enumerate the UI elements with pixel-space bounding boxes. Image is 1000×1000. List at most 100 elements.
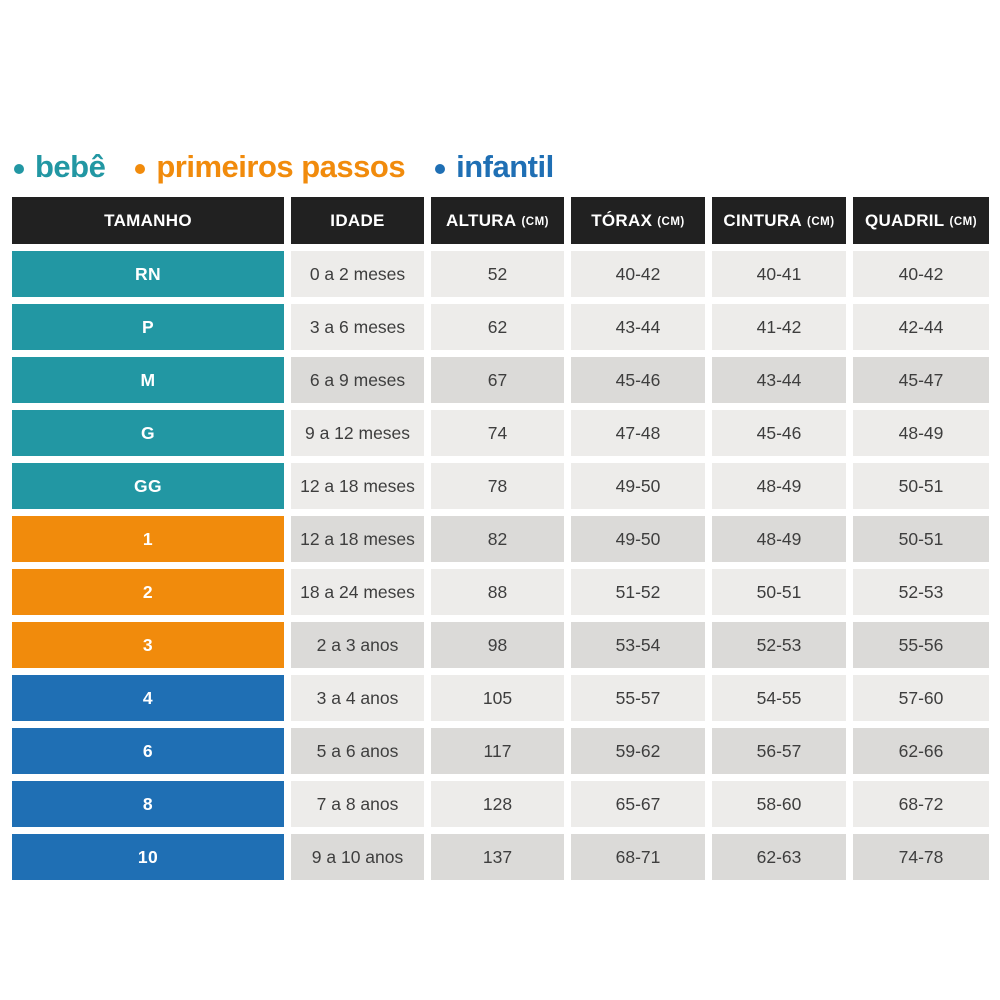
altura-cell: 137 [431,834,564,880]
torax-cell: 68-71 [571,834,705,880]
column-label: QUADRIL [864,210,945,230]
idade-cell: 6 a 9 meses [291,357,424,403]
size-cell: 4 [12,675,284,721]
cintura-cell: 48-49 [712,516,846,562]
altura-cell: 52 [431,251,564,297]
quadril-cell: 42-44 [853,304,989,350]
column-unit: (CM) [521,215,549,228]
column-label: TÓRAX [591,210,653,230]
torax-cell: 45-46 [571,357,705,403]
altura-cell: 74 [431,410,564,456]
size-cell: G [12,410,284,456]
size-cell: GG [12,463,284,509]
torax-cell: 51-52 [571,569,705,615]
idade-cell: 12 a 18 meses [291,463,424,509]
altura-cell: 82 [431,516,564,562]
cintura-cell: 40-41 [712,251,846,297]
idade-cell: 3 a 4 anos [291,675,424,721]
bullet-icon [14,163,24,174]
idade-cell: 2 a 3 anos [291,622,424,668]
bullet-icon [135,163,146,174]
quadril-cell: 52-53 [853,569,989,615]
torax-cell: 65-67 [571,781,705,827]
quadril-cell: 55-56 [853,622,989,668]
column-header-quadril: QUADRIL (CM) [853,197,989,244]
legend-item-infantil: infantil [435,149,554,185]
legend-item-primeiros-passos: primeiros passos [135,149,406,185]
size-cell: M [12,357,284,403]
torax-cell: 49-50 [571,463,705,509]
altura-cell: 62 [431,304,564,350]
cintura-cell: 41-42 [712,304,846,350]
idade-cell: 9 a 10 anos [291,834,424,880]
size-cell: P [12,304,284,350]
idade-cell: 12 a 18 meses [291,516,424,562]
size-cell: 10 [12,834,284,880]
cintura-cell: 56-57 [712,728,846,774]
torax-cell: 55-57 [571,675,705,721]
quadril-cell: 50-51 [853,463,989,509]
torax-cell: 40-42 [571,251,705,297]
column-label: ALTURA [446,210,517,230]
cintura-cell: 43-44 [712,357,846,403]
column-header-idade: IDADE [291,197,424,244]
size-cell: 2 [12,569,284,615]
torax-cell: 47-48 [571,410,705,456]
idade-cell: 7 a 8 anos [291,781,424,827]
altura-cell: 88 [431,569,564,615]
altura-cell: 128 [431,781,564,827]
idade-cell: 5 a 6 anos [291,728,424,774]
quadril-cell: 74-78 [853,834,989,880]
column-label: TAMANHO [104,210,192,230]
cintura-cell: 58-60 [712,781,846,827]
size-cell: 8 [12,781,284,827]
cintura-cell: 62-63 [712,834,846,880]
legend: bebê primeiros passos infantil [14,148,1000,186]
cintura-cell: 50-51 [712,569,846,615]
size-cell: 6 [12,728,284,774]
size-table: TAMANHO IDADE ALTURA (CM) TÓRAX (CM) CINTURA (C… [12,197,989,880]
idade-cell: 0 a 2 meses [291,251,424,297]
column-header-torax: TÓRAX (CM) [571,197,705,244]
quadril-cell: 50-51 [853,516,989,562]
legend-label: bebê [35,149,106,184]
size-cell: 1 [12,516,284,562]
torax-cell: 49-50 [571,516,705,562]
idade-cell: 3 a 6 meses [291,304,424,350]
cintura-cell: 52-53 [712,622,846,668]
altura-cell: 78 [431,463,564,509]
cintura-cell: 45-46 [712,410,846,456]
quadril-cell: 40-42 [853,251,989,297]
altura-cell: 98 [431,622,564,668]
altura-cell: 117 [431,728,564,774]
quadril-cell: 45-47 [853,357,989,403]
torax-cell: 53-54 [571,622,705,668]
altura-cell: 105 [431,675,564,721]
column-unit: (CM) [657,215,685,228]
column-header-altura: ALTURA (CM) [431,197,564,244]
torax-cell: 59-62 [571,728,705,774]
bullet-icon [435,163,446,174]
cintura-cell: 48-49 [712,463,846,509]
quadril-cell: 57-60 [853,675,989,721]
cintura-cell: 54-55 [712,675,846,721]
column-unit: (CM) [807,215,835,228]
size-chart-page: bebê primeiros passos infantil TAMANHO IDAD… [12,148,1000,880]
idade-cell: 18 a 24 meses [291,569,424,615]
size-cell: 3 [12,622,284,668]
legend-item-bebe: bebê [14,149,106,185]
legend-label: primeiros passos [156,149,406,184]
column-label: IDADE [330,210,385,230]
legend-label: infantil [456,149,554,184]
torax-cell: 43-44 [571,304,705,350]
column-header-cintura: CINTURA (CM) [712,197,846,244]
column-label: CINTURA [723,210,803,230]
column-unit: (CM) [949,215,978,228]
size-cell: RN [12,251,284,297]
quadril-cell: 68-72 [853,781,989,827]
quadril-cell: 62-66 [853,728,989,774]
idade-cell: 9 a 12 meses [291,410,424,456]
column-header-tamanho: TAMANHO [12,197,284,244]
altura-cell: 67 [431,357,564,403]
quadril-cell: 48-49 [853,410,989,456]
